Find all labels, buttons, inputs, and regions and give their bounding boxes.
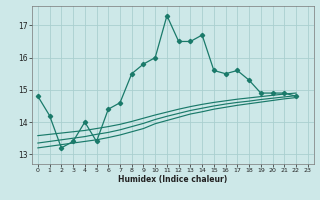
X-axis label: Humidex (Indice chaleur): Humidex (Indice chaleur) (118, 175, 228, 184)
